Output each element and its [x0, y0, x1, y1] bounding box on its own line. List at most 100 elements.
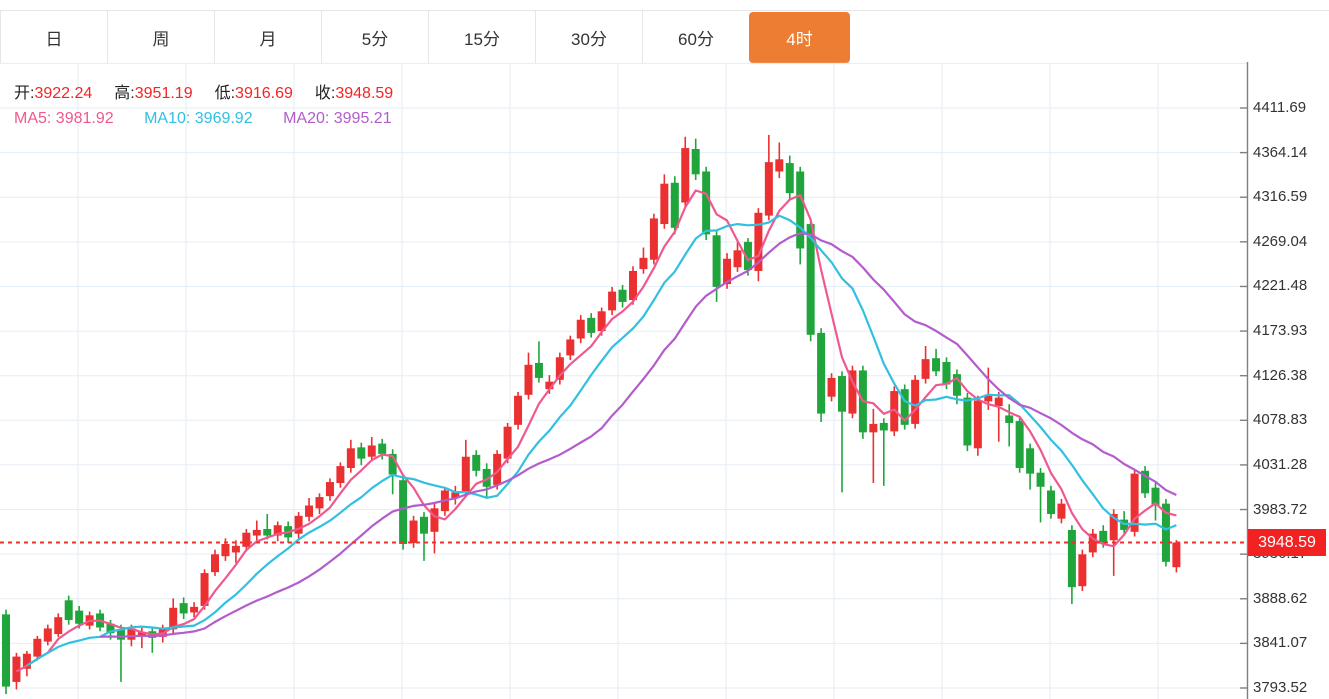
ma20-line [99, 232, 1177, 638]
tab-interval-4[interactable]: 15分 [428, 11, 535, 63]
candle-body [75, 610, 84, 624]
candle-body [472, 454, 481, 471]
candle-body [22, 653, 31, 669]
candle-body [503, 426, 512, 459]
ma20-value: MA20: 3995.21 [283, 110, 392, 127]
candle-body [942, 361, 951, 385]
candle-body [649, 218, 658, 260]
candle-body [963, 397, 972, 446]
candle-body [137, 632, 146, 636]
candle-body [1141, 470, 1150, 494]
candle-body [545, 381, 554, 390]
candle-body [806, 224, 815, 335]
low-label: 低: [214, 85, 236, 102]
candle-body [932, 358, 941, 372]
price-axis-label: 4126.38 [1253, 366, 1308, 384]
candle-body [838, 376, 846, 412]
candle-body [357, 447, 366, 459]
candle-body [743, 241, 752, 271]
candle-body [1067, 529, 1076, 588]
candle-body [524, 364, 533, 395]
price-axis-label: 3793.52 [1253, 678, 1308, 696]
candle-body [346, 448, 355, 468]
candle-body [106, 623, 115, 634]
tab-interval-3[interactable]: 5分 [321, 11, 428, 63]
candle-body [639, 257, 648, 270]
candle-body [273, 525, 282, 536]
ma-readout: MA5: 3981.92 MA10: 3969.92 MA20: 3995.21 [14, 110, 418, 128]
tab-interval-6[interactable]: 60分 [642, 11, 749, 63]
candle-body [681, 148, 690, 203]
candle-body [430, 508, 439, 532]
tab-interval-0[interactable]: 日 [0, 11, 107, 63]
candle-body [670, 182, 679, 228]
candle-body [231, 545, 240, 553]
candle-body [169, 607, 178, 630]
candle-body [1015, 421, 1024, 468]
candle-body [566, 339, 575, 356]
candle-body [1109, 513, 1118, 541]
candle-body [796, 171, 805, 249]
tab-interval-2[interactable]: 月 [214, 11, 321, 63]
candle-body [294, 515, 303, 534]
candle-body [608, 291, 617, 311]
ma5-value: MA5: 3981.92 [14, 110, 114, 127]
candle-body [984, 394, 993, 402]
candle-body [461, 456, 470, 493]
candle-body [482, 468, 491, 487]
price-axis-label: 4078.83 [1253, 411, 1308, 429]
candle-body [848, 370, 857, 414]
candle-body [921, 359, 930, 379]
tab-interval-5[interactable]: 30分 [535, 11, 642, 63]
close-value: 3948.59 [335, 85, 394, 102]
candle-body [64, 600, 73, 620]
candle-body [325, 482, 334, 497]
candle-body [221, 543, 230, 557]
candle-body [190, 606, 199, 613]
candle-body [1078, 554, 1087, 587]
candle-body [305, 505, 314, 517]
candle-body [420, 516, 428, 534]
candle-body [43, 628, 52, 642]
candle-body [263, 528, 272, 536]
high-label: 高: [114, 85, 135, 102]
ohlc-readout: 开:3922.24 高:3951.19 低:3916.69 收:3948.59 [14, 79, 415, 103]
candle-body [1099, 530, 1108, 543]
candle-body [252, 529, 261, 536]
candle-body [2, 614, 10, 687]
price-axis-label: 3841.07 [1253, 634, 1308, 652]
candle-body [597, 311, 606, 332]
candle-body [785, 163, 794, 194]
candle-body [618, 289, 627, 302]
candle-body [1172, 542, 1181, 568]
candle-body [587, 317, 596, 333]
candle-body [911, 379, 920, 424]
candle-body [409, 520, 418, 544]
price-axis-label: 4364.14 [1253, 143, 1308, 161]
candle-body [733, 250, 742, 268]
candle-body [388, 453, 397, 475]
candle-body [994, 397, 1003, 407]
tab-interval-7[interactable]: 4时 [749, 12, 850, 63]
candle-body [775, 159, 784, 172]
tab-interval-1[interactable]: 周 [107, 11, 214, 63]
candle-body [378, 443, 387, 454]
candle-body [211, 554, 219, 573]
price-axis-label: 4411.69 [1253, 99, 1307, 116]
ma10-value: MA10: 3969.92 [144, 110, 253, 127]
price-axis-label: 4173.93 [1253, 322, 1308, 340]
candle-body [200, 573, 209, 606]
candle-body [367, 445, 376, 457]
candle-body [54, 617, 63, 635]
candle-body [1047, 490, 1055, 514]
candle-body [764, 162, 773, 216]
candle-body [116, 629, 125, 640]
candle-body [12, 656, 21, 682]
candle-body [1130, 473, 1139, 532]
candle-body [754, 212, 763, 271]
candle-body [493, 453, 502, 485]
candle-body [33, 638, 42, 657]
candle-body [723, 258, 732, 285]
